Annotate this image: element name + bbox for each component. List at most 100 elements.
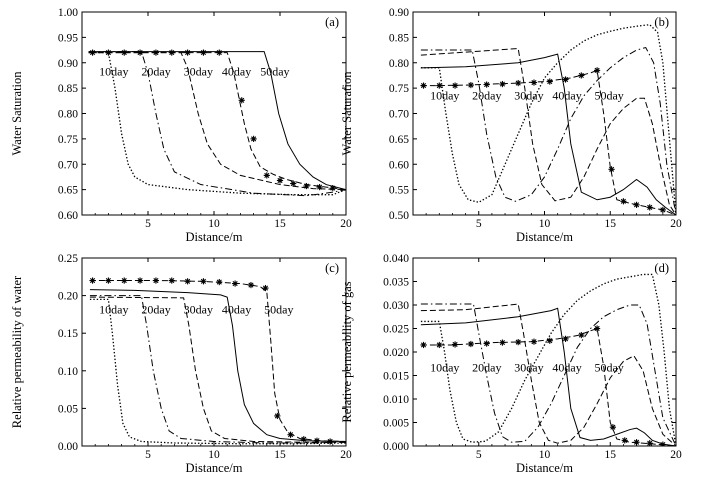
series-marker-40day (89, 277, 96, 284)
plot-area (420, 24, 676, 215)
y-tick-label: 0.10 (58, 366, 78, 378)
series-line-40day (420, 69, 676, 215)
series-marker-40day (546, 78, 553, 85)
series-annotation: 30day (514, 88, 543, 102)
x-axis-label: Distance/m (186, 461, 243, 475)
y-tick-label: 0.035 (383, 277, 409, 289)
series-line-30day (420, 48, 676, 215)
y-tick-label: 0.025 (383, 324, 409, 336)
series-marker-40day (274, 412, 281, 420)
series-annotation: 50day (264, 303, 293, 317)
plot-area (88, 49, 346, 197)
y-tick-label: 0.70 (58, 159, 78, 171)
series-marker-40day (152, 277, 160, 284)
y-tick-label: 0.25 (58, 253, 78, 265)
y-axis-label: Water Saturation (10, 71, 24, 156)
series-marker-40day (621, 437, 628, 444)
chart-panel-d: 5 10 15 20 0.000 0.005 0.010 0.015 0.020 0.025 0.0… (340, 253, 682, 475)
x-axis-label: Distance/m (186, 230, 243, 244)
series-marker-40day (530, 79, 538, 86)
series-line-40day (89, 280, 346, 442)
series-line-40day (420, 327, 676, 446)
series-annotation: 10day (430, 361, 459, 375)
y-tick-label: 0.75 (389, 83, 409, 95)
chart-panel-c: 5 10 15 20 0.00 0.05 0.10 0.15 0.20 0.25 Distance/… (10, 253, 352, 475)
series-line-20day (89, 295, 346, 444)
series-marker-40day (105, 277, 112, 284)
series-marker-40day (276, 177, 284, 184)
y-tick-label: 0.005 (383, 418, 409, 430)
series-marker-40day (499, 80, 506, 88)
series-marker-40day (451, 82, 459, 89)
x-tick-label: 15 (274, 449, 286, 461)
chart-panel-a: 5 10 15 20 0.60 0.65 0.70 0.75 0.80 0.85 0.90 0.95 1… (10, 7, 352, 244)
series-annotation: 40day (552, 88, 581, 102)
series-marker-40day (316, 183, 323, 191)
series-marker-40day (232, 280, 239, 287)
series-marker-40day (247, 281, 255, 289)
series-annotation: 50day (594, 361, 623, 375)
y-axis-label: Relative permeability of gas (340, 281, 354, 422)
series-marker-40day (200, 278, 207, 285)
series-annotation: 20day (472, 361, 501, 375)
series-marker-40day (184, 278, 191, 285)
y-tick-label: 0.55 (389, 185, 409, 197)
y-tick-label: 0.60 (58, 210, 78, 222)
series-marker-40day (136, 49, 144, 56)
series-line-20day (420, 46, 676, 215)
series-marker-40day (436, 82, 443, 89)
series-annotation: 20day (141, 64, 170, 78)
series-marker-40day (105, 49, 112, 56)
series-marker-40day (216, 49, 223, 56)
series-annotation: 10day (430, 88, 459, 102)
series-marker-40day (483, 81, 490, 88)
chart-panel-b: 5 10 15 20 0.50 0.55 0.60 0.65 0.70 0.75 0.80 0.85 0… (340, 7, 682, 244)
panel-label: (c) (325, 261, 339, 275)
series-marker-40day (608, 166, 615, 173)
series-marker-40day (594, 67, 601, 74)
x-tick-label: 20 (340, 218, 352, 230)
y-tick-label: 0.00 (58, 441, 78, 453)
series-marker-40day (121, 277, 128, 284)
panel-label: (a) (325, 15, 339, 29)
series-marker-40day (262, 284, 269, 292)
x-tick-label: 15 (605, 449, 617, 461)
series-annotation: 40day (222, 303, 251, 317)
y-tick-label: 0.000 (383, 441, 409, 453)
series-marker-40day (594, 325, 601, 332)
series-marker-40day (168, 277, 175, 284)
y-tick-label: 0.15 (58, 328, 78, 340)
series-marker-40day (515, 79, 522, 87)
series-marker-40day (609, 424, 616, 431)
x-tick-label: 20 (670, 449, 682, 461)
y-tick-label: 0.65 (58, 185, 78, 197)
series-marker-40day (287, 431, 294, 438)
series-marker-40day (530, 338, 538, 345)
series-marker-40day (515, 339, 522, 346)
series-annotation: 50day (594, 88, 623, 102)
x-tick-label: 15 (274, 218, 286, 230)
y-tick-label: 0.80 (58, 109, 78, 121)
plot-frame (81, 257, 347, 447)
y-axis-label: Relative permeability of water (10, 275, 24, 428)
y-tick-label: 0.65 (389, 134, 409, 146)
series-marker-40day (562, 76, 569, 83)
series-marker-40day (633, 439, 640, 446)
y-tick-label: 0.75 (58, 134, 78, 146)
series-marker-40day (238, 97, 245, 104)
series-marker-40day (200, 49, 207, 56)
y-tick-label: 0.05 (58, 403, 78, 415)
series-annotation: 40day (222, 64, 251, 78)
x-axis-label: Distance/m (516, 230, 573, 244)
series-line-50day (89, 289, 346, 442)
series-marker-40day (483, 340, 490, 347)
x-tick-label: 5 (476, 449, 482, 461)
plot-frame (412, 257, 677, 447)
series-marker-40day (467, 340, 474, 348)
series-marker-40day (290, 180, 297, 187)
series-line-50day (420, 307, 676, 446)
series-line-30day (420, 303, 676, 446)
series-annotation: 30day (514, 361, 543, 375)
y-tick-label: 0.90 (389, 7, 409, 19)
